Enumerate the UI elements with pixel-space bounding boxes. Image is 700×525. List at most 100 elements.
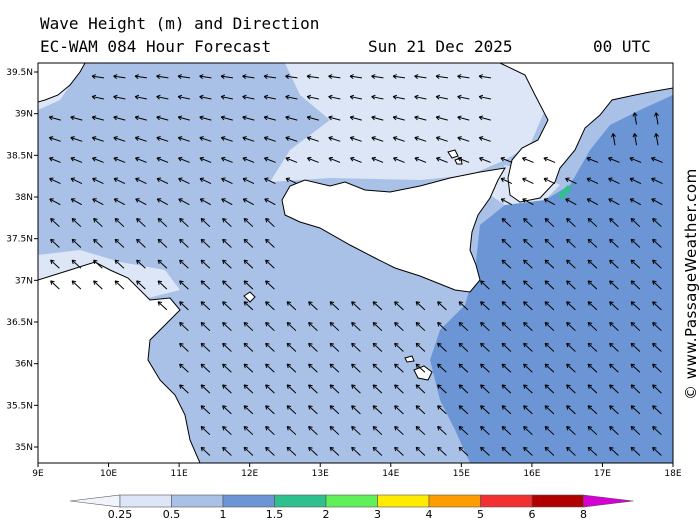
wave-arrow (566, 446, 576, 456)
wave-arrow (243, 446, 254, 456)
wave-arrow (458, 322, 469, 332)
wave-arrow (179, 363, 189, 373)
wave-arrow (522, 198, 534, 206)
wave-arrow (437, 446, 447, 456)
wave-arrow (306, 94, 319, 100)
wave-arrow (49, 177, 61, 184)
wave-arrow (49, 198, 61, 206)
wave-arrow (587, 259, 598, 269)
wave-arrow (415, 363, 426, 373)
wave-arrow (306, 74, 320, 80)
wave-arrow (523, 342, 533, 352)
wave-arrow (243, 238, 254, 248)
wave-arrow (501, 446, 512, 456)
wave-arrow (437, 426, 447, 436)
wave-arrow (223, 468, 232, 476)
wave-arrow (286, 384, 297, 394)
wave-arrow (178, 177, 190, 184)
wave-arrow (372, 426, 383, 436)
wave-arrow (652, 384, 662, 394)
wave-arrow (478, 136, 491, 142)
wave-arrow (156, 136, 169, 142)
wave-arrow (265, 446, 275, 456)
wave-arrow (222, 405, 232, 415)
wave-arrow (221, 198, 233, 206)
wave-arrow (201, 468, 210, 476)
wave-arrow (415, 405, 426, 415)
wave-arrow (415, 342, 426, 352)
wave-arrow (501, 363, 512, 373)
wave-arrow (48, 136, 61, 142)
wave-arrow (265, 280, 275, 290)
wave-arrow (435, 115, 448, 121)
wave-arrow (49, 156, 61, 163)
wave-arrow (352, 468, 361, 476)
wave-arrow (349, 94, 362, 100)
wave-arrow (586, 177, 599, 184)
wave-arrow (265, 405, 275, 415)
wave-arrow (179, 322, 189, 332)
wave-arrow (501, 322, 512, 332)
wave-arrow (242, 94, 255, 100)
wave-arrow (136, 280, 146, 290)
colorbar-label: 0.25 (108, 508, 133, 521)
wave-arrow (587, 280, 598, 290)
wave-arrow (500, 177, 513, 184)
wave-arrow (480, 301, 490, 311)
wave-arrow (351, 322, 361, 332)
wave-arrow (308, 301, 318, 311)
wave-arrow (157, 238, 168, 248)
wave-arrow (457, 74, 470, 80)
wave-arrow (501, 238, 512, 248)
wave-arrow (265, 259, 275, 269)
wave-arrow (285, 156, 298, 163)
wave-arrow (221, 177, 233, 184)
wave-arrow (587, 426, 598, 436)
wave-arrow (651, 156, 663, 163)
wave-arrow (457, 136, 470, 142)
wave-arrow (632, 133, 638, 146)
wave-arrow (587, 446, 598, 456)
wave-arrow (394, 301, 404, 311)
wave-arrow (91, 136, 104, 142)
wave-arrow (328, 94, 341, 100)
wave-arrow (222, 301, 232, 311)
land-sardinia (38, 63, 86, 103)
wave-arrow (222, 238, 232, 248)
colorbar-segment (171, 494, 224, 508)
wave-arrow (179, 238, 189, 248)
wave-arrow (178, 156, 190, 163)
wave-arrow (371, 156, 384, 163)
wave-arrow (631, 468, 640, 476)
wave-arrow (414, 156, 427, 163)
wave-arrow (654, 112, 659, 125)
wave-arrow (286, 342, 297, 352)
wave-arrow (286, 322, 297, 332)
wave-arrow (177, 74, 191, 80)
wave-arrow (523, 218, 533, 228)
wave-arrow (587, 301, 598, 311)
wave-arrow (372, 405, 383, 415)
wave-arrow (652, 363, 662, 373)
wave-arrow (113, 115, 126, 121)
wave-arrow (523, 280, 533, 290)
wave-arrow (351, 363, 361, 373)
wave-arrow (415, 322, 426, 332)
colorbar-segment (222, 494, 275, 508)
wave-arrow (371, 94, 384, 100)
land-pantelleria (243, 291, 256, 303)
wave-arrow (458, 446, 469, 456)
wave-arrow (438, 468, 447, 476)
wave-arrow (567, 468, 576, 476)
wave-arrow (478, 94, 491, 100)
wave-arrow (415, 426, 426, 436)
wave-arrow (652, 322, 662, 332)
wave-arrow (652, 301, 662, 311)
wave-arrow (286, 301, 297, 311)
colorbar-label: 1 (220, 508, 227, 521)
wave-arrow (414, 115, 427, 121)
colorbar-segment (531, 494, 584, 508)
wave-arrow (200, 426, 211, 436)
wave-arrow (222, 259, 232, 269)
wave-arrow (287, 468, 296, 476)
